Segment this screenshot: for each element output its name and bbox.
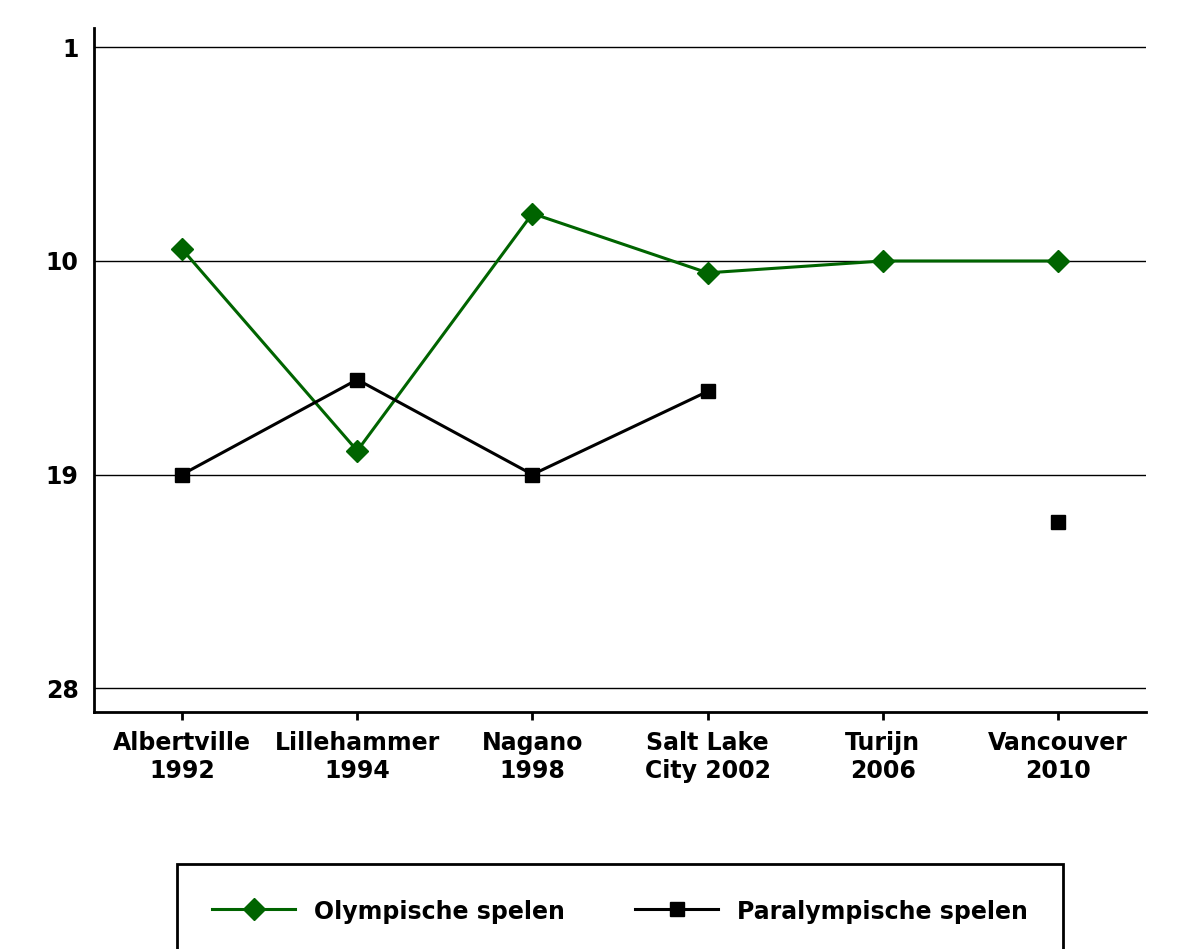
Legend: Olympische spelen, Paralympische spelen: Olympische spelen, Paralympische spelen: [177, 864, 1063, 949]
